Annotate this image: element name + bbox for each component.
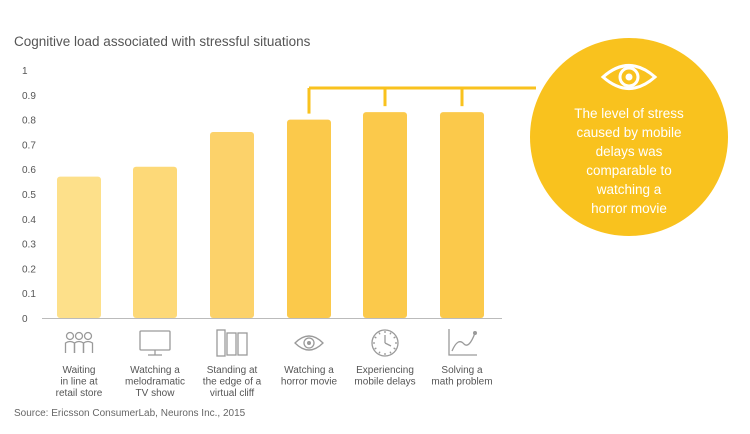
category-label: TV show (136, 388, 176, 399)
bar (57, 176, 101, 318)
y-tick-label: 0.3 (22, 240, 36, 251)
category-icons (64, 329, 477, 357)
y-tick-label: 0.9 (22, 91, 36, 102)
category-label: Watching a (284, 365, 334, 376)
y-tick-label: 0 (22, 314, 28, 325)
y-tick-label: 0.1 (22, 289, 36, 300)
category-label: Solving a (441, 365, 483, 376)
category-label: virtual cliff (210, 388, 254, 399)
chart-title: Cognitive load associated with stressful… (14, 34, 311, 49)
bar (363, 112, 407, 318)
callout-circle (530, 38, 728, 236)
bar (133, 166, 177, 318)
people-queue-icon (64, 331, 94, 353)
y-tick-label: 0.6 (22, 165, 36, 176)
callout-bracket (307, 86, 536, 114)
source-note: Source: Ericsson ConsumerLab, Neurons In… (14, 408, 246, 419)
category-label: Waiting (63, 365, 96, 376)
category-label: melodramatic (125, 377, 185, 388)
category-label: mobile delays (354, 377, 415, 388)
category-label: Experiencing (356, 365, 414, 376)
y-tick-label: 0.2 (22, 264, 36, 275)
category-label: retail store (56, 388, 103, 399)
category-label: horror movie (281, 377, 338, 388)
category-label: math problem (431, 377, 492, 388)
y-tick-label: 0.8 (22, 116, 36, 127)
bars (57, 112, 484, 318)
callout-text: The level of stress caused by mobile del… (574, 106, 684, 216)
eye-icon (294, 335, 324, 351)
graph-icon (448, 329, 477, 356)
cliff-panels-icon (216, 329, 248, 357)
category-label: the edge of a (203, 377, 262, 388)
y-tick-label: 0.4 (22, 215, 36, 226)
category-label: Standing at (207, 365, 258, 376)
y-tick-label: 1 (22, 66, 28, 77)
eye-icon (600, 64, 658, 90)
bar (287, 119, 331, 318)
clock-icon (371, 329, 399, 357)
category-label: in line at (60, 377, 97, 388)
tv-icon (139, 330, 171, 356)
bar (210, 132, 254, 318)
y-tick-label: 0.5 (22, 190, 36, 201)
category-label: Watching a (130, 365, 180, 376)
y-tick-label: 0.7 (22, 140, 36, 151)
y-axis-ticks: 0 0.1 0.2 0.3 0.4 0.5 0.6 0.7 0.8 0.9 1 (22, 66, 36, 325)
bar (440, 112, 484, 318)
